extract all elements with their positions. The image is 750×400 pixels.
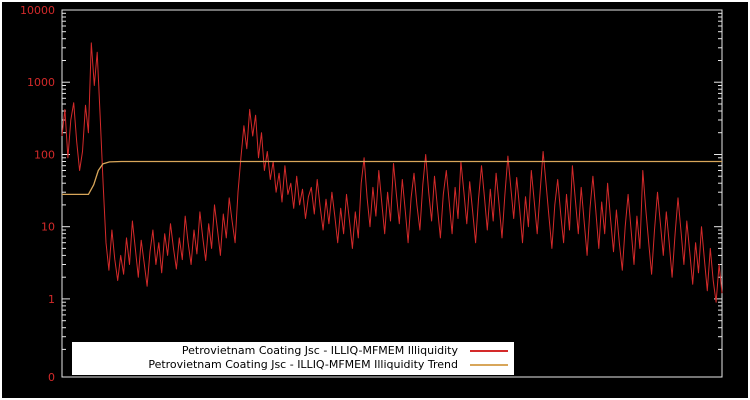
y-tick-label: 100 [34, 149, 55, 162]
legend-item-trend: Petrovietnam Coating Jsc - ILLIQ-MFMEM I… [78, 358, 508, 372]
y-tick-label: 1000 [27, 76, 55, 89]
legend-line-sample-illiquidity [470, 350, 508, 352]
y-tick-label: 1 [48, 293, 55, 306]
illiquidity-trend-line [62, 160, 722, 196]
y-tick-label: 0 [48, 371, 55, 384]
chart-legend: Petrovietnam Coating Jsc - ILLIQ-MFMEM I… [72, 342, 514, 375]
legend-item-illiquidity: Petrovietnam Coating Jsc - ILLIQ-MFMEM I… [78, 344, 508, 358]
y-tick-label: 10 [41, 221, 55, 234]
y-tick-label: 10000 [20, 4, 55, 17]
illiquidity-line [61, 42, 723, 303]
legend-label-illiquidity: Petrovietnam Coating Jsc - ILLIQ-MFMEM I… [181, 344, 458, 357]
legend-label-trend: Petrovietnam Coating Jsc - ILLIQ-MFMEM I… [148, 358, 458, 371]
legend-line-sample-trend [470, 364, 508, 366]
